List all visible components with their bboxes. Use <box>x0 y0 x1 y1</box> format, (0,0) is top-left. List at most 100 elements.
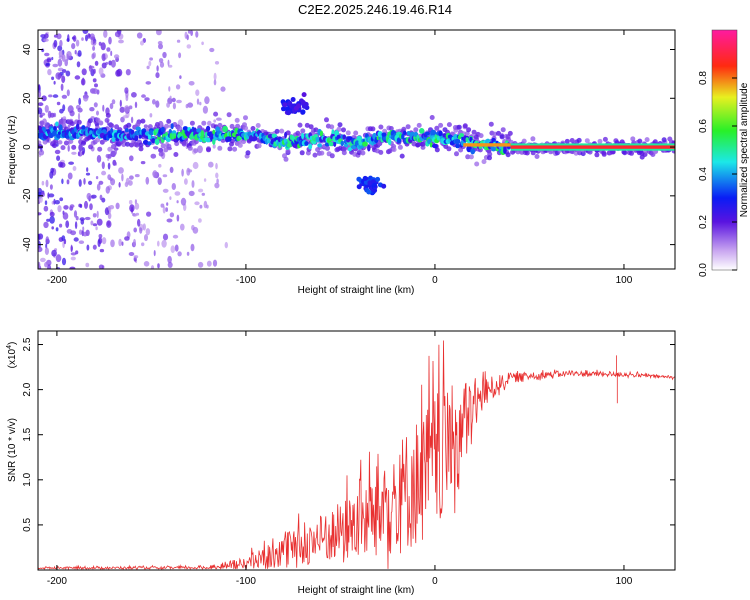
spectral-noise-cell <box>153 250 156 257</box>
spectral-halo-cell <box>138 142 144 148</box>
spectral-noise-cell <box>139 227 143 234</box>
spectral-halo-cell <box>81 140 86 146</box>
spectral-ridge-cell <box>134 134 139 142</box>
spectral-noise-cell <box>47 264 52 269</box>
spectral-noise-cell <box>70 252 77 256</box>
spectral-noise-cell <box>142 223 146 231</box>
spectral-ridge-cell <box>308 143 313 150</box>
spectral-halo-cell <box>564 138 570 144</box>
spectral-ridge-cell <box>442 133 447 138</box>
spectral-noise-cell <box>198 218 202 223</box>
snr-scale-exponent: 4 <box>6 345 13 349</box>
spectral-noise-cell <box>114 149 117 155</box>
spectral-noise-cell <box>47 68 52 76</box>
spectral-noise-cell <box>150 153 157 159</box>
spectral-noise-cell <box>109 177 113 182</box>
spectral-noise-cell <box>198 188 204 193</box>
spectral-noise-cell <box>38 84 41 91</box>
snr-frame <box>37 330 676 571</box>
spectrogram-y-tick-label: 0 <box>22 144 33 150</box>
spectral-noise-cell <box>85 262 90 268</box>
spectral-blob-cell <box>282 102 288 108</box>
spectral-halo-cell <box>206 147 211 153</box>
snr-x-tick-label: 100 <box>616 576 633 587</box>
spectral-ridge-cell <box>58 124 63 132</box>
spectral-noise-cell <box>185 104 189 109</box>
spectral-noise-cell <box>53 39 58 48</box>
spectral-halo-cell <box>458 147 464 153</box>
spectral-ridge-cell <box>182 126 188 131</box>
spectral-halo-cell <box>125 141 130 147</box>
spectral-noise-cell <box>86 192 92 200</box>
spectral-noise-cell <box>78 179 82 187</box>
spectral-ridge-cell <box>458 133 464 138</box>
spectral-noise-cell <box>118 167 124 174</box>
spectral-noise-cell <box>50 167 55 173</box>
spectral-noise-cell <box>49 216 55 224</box>
spectral-ridge-cell <box>55 121 59 127</box>
spectral-noise-cell <box>38 261 41 269</box>
spectral-noise-cell <box>215 162 218 170</box>
spectral-halo-cell <box>255 123 261 128</box>
snr-x-tick-label: -200 <box>47 576 67 587</box>
spectral-noise-cell <box>90 194 97 199</box>
spectral-halo-cell <box>229 141 234 147</box>
spectral-halo-cell <box>163 147 169 153</box>
colorbar-tick-label: 0.6 <box>698 119 709 133</box>
spectral-halo-cell <box>217 122 223 128</box>
spectral-noise-cell <box>69 110 75 117</box>
spectral-noise-cell <box>62 104 66 112</box>
spectral-noise-cell <box>38 149 45 156</box>
snr-y-tick-label: 2.0 <box>22 382 33 396</box>
spectral-ridge-cell <box>266 138 271 144</box>
spectral-halo-cell <box>329 124 335 130</box>
spectral-noise-cell <box>103 30 108 38</box>
spectral-noise-cell <box>51 56 54 61</box>
colorbar-ticks: 0.0 0.2 0.4 0.6 0.8 <box>698 71 737 277</box>
spectral-noise-cell <box>175 84 181 90</box>
spectral-ridge-cell <box>142 139 149 145</box>
spectral-noise-cell <box>125 69 131 76</box>
spectral-noise-cell <box>133 255 139 259</box>
spectral-noise-cell <box>44 247 50 255</box>
spectral-ridge-cell <box>470 148 476 155</box>
spectral-noise-cell <box>118 238 122 247</box>
spectral-noise-cell <box>92 78 97 83</box>
spectral-halo-cell <box>63 140 69 146</box>
spectral-ridge-cell <box>284 131 288 139</box>
spectral-noise-cell <box>167 255 172 264</box>
spectral-noise-cell <box>157 40 163 45</box>
spectral-noise-cell <box>54 200 60 205</box>
spectral-noise-cell <box>61 178 64 185</box>
spectral-halo-cell <box>481 159 487 165</box>
spectral-noise-cell <box>86 244 90 251</box>
spectral-noise-cell <box>89 203 93 211</box>
spectral-noise-cell <box>120 116 125 123</box>
spectral-noise-cell <box>152 146 159 150</box>
spectral-halo-cell <box>234 117 240 123</box>
spectral-noise-cell <box>125 177 130 185</box>
spectral-ridge-cell <box>317 143 322 148</box>
spectral-halo-cell <box>378 149 384 155</box>
spectral-noise-cell <box>44 52 50 57</box>
spectral-noise-cell <box>181 168 184 177</box>
snr-scale-label: (x104) <box>6 342 18 369</box>
spectral-halo-cell <box>569 138 575 143</box>
spectral-noise-cell <box>129 204 135 213</box>
spectral-noise-cell <box>71 151 77 155</box>
spectrogram-x-axis: -200 -100 0 100 <box>47 30 633 286</box>
spectral-noise-cell <box>101 62 107 69</box>
spectral-halo-cell <box>465 154 471 160</box>
spectral-noise-cell <box>188 190 195 197</box>
spectral-noise-cell <box>45 179 49 188</box>
spectral-halo-cell <box>474 161 480 167</box>
spectral-noise-cell <box>79 217 85 221</box>
spectral-noise-cell <box>140 161 146 165</box>
spectral-ridge-cell <box>154 128 160 133</box>
spectral-ridge-cell <box>347 136 353 141</box>
spectral-noise-cell <box>96 110 99 116</box>
spectral-halo-cell <box>109 123 115 129</box>
snr-x-tick-label: -100 <box>236 576 256 587</box>
spectral-halo-cell <box>177 126 183 131</box>
spectral-ridge-cell <box>454 138 461 145</box>
